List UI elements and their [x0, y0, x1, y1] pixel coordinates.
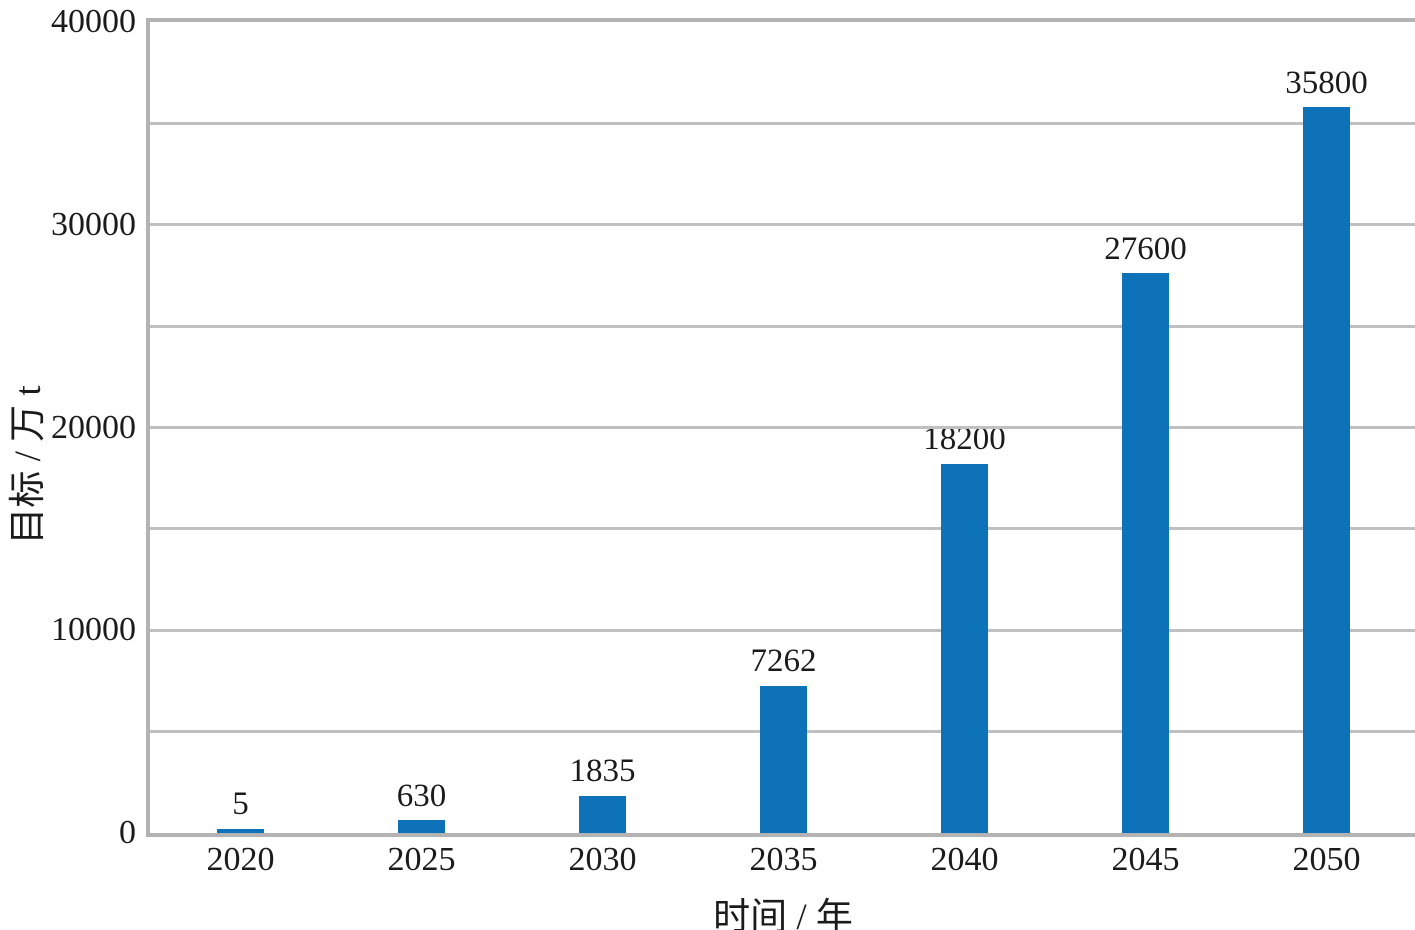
gridline	[150, 628, 1415, 632]
y-tick-label: 10000	[51, 611, 136, 649]
bar-value-label: 7262	[750, 643, 817, 680]
x-tick-label: 2035	[749, 841, 818, 878]
x-tick-label: 2040	[930, 841, 999, 878]
y-tick-label: 30000	[51, 205, 136, 243]
gridline	[150, 223, 1415, 227]
x-tick-label: 2030	[568, 841, 637, 878]
bar-2040	[941, 464, 988, 833]
y-tick-label: 20000	[51, 408, 136, 446]
bar-value-label: 1835	[569, 753, 636, 790]
y-tick-label: 40000	[51, 3, 136, 40]
gridline	[150, 121, 1415, 125]
bar-2035	[760, 685, 807, 833]
bar-value-label: 630	[396, 777, 447, 814]
bar-2020	[217, 829, 264, 833]
bar-2030	[579, 795, 626, 833]
bar-value-label: 5	[232, 786, 249, 823]
x-tick-label: 2025	[387, 841, 456, 878]
plot-area: 5 630 1835 7262 18200 27600 35800	[146, 18, 1415, 837]
gridline	[150, 324, 1415, 328]
y-tick-label: 0	[119, 814, 136, 851]
gridline	[150, 426, 1415, 429]
x-tick-label: 2050	[1292, 841, 1361, 878]
bar-2050	[1303, 107, 1350, 833]
bar-2045	[1122, 273, 1169, 833]
x-axis-title: 时间 / 年	[713, 897, 853, 930]
x-tick-label: 2045	[1111, 841, 1180, 878]
bar-value-label: 35800	[1285, 64, 1368, 101]
x-tick-label: 2020	[206, 841, 275, 878]
bar-value-label: 27600	[1104, 230, 1187, 267]
bar-2025	[398, 820, 445, 833]
y-axis-title: 目标 / 万 t	[8, 385, 49, 545]
gridline	[150, 527, 1415, 531]
